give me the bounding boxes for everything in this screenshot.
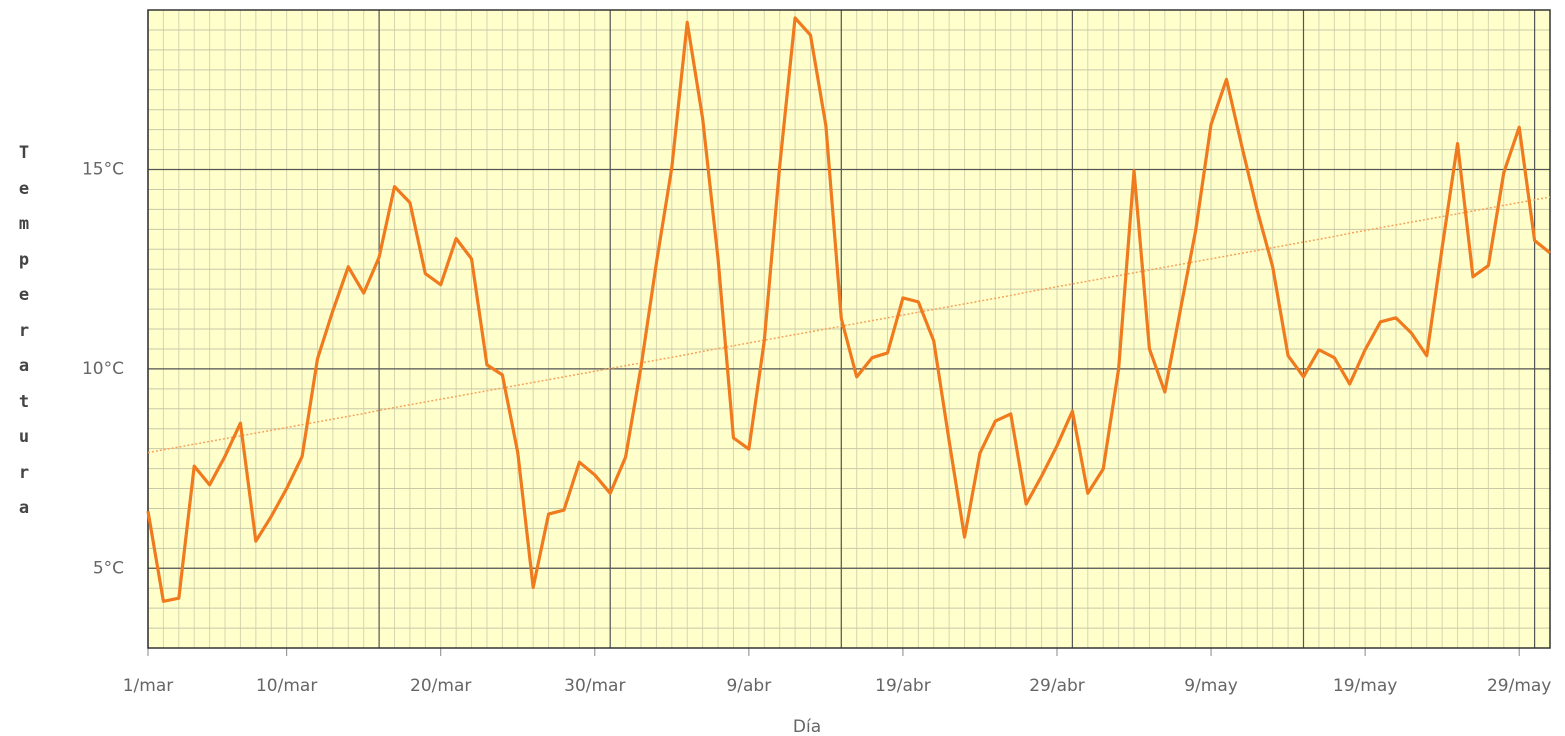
- x-tick-label: 9/abr: [726, 676, 771, 696]
- trend-line: [147, 196, 1551, 454]
- y-tick-label: 5°C: [93, 558, 124, 578]
- x-tick-label: 30/mar: [564, 676, 625, 696]
- x-tick-label: 9/may: [1184, 676, 1238, 696]
- x-tick-label: 29/may: [1487, 676, 1551, 696]
- x-tick-label: 19/abr: [875, 676, 931, 696]
- x-tick-label: 29/abr: [1029, 676, 1085, 696]
- x-tick-label: 20/mar: [410, 676, 471, 696]
- y-axis-label: Temperatura: [18, 143, 30, 518]
- y-tick-label: 10°C: [82, 359, 124, 379]
- plot-border: [147, 9, 1551, 649]
- data-line: [146, 16, 1552, 603]
- x-tick-label: 1/mar: [123, 676, 174, 696]
- x-axis-label: Día: [793, 717, 821, 736]
- x-tick-label: 19/may: [1333, 676, 1397, 696]
- x-tick-label: 10/mar: [256, 676, 317, 696]
- y-tick-label: 15°C: [82, 160, 124, 180]
